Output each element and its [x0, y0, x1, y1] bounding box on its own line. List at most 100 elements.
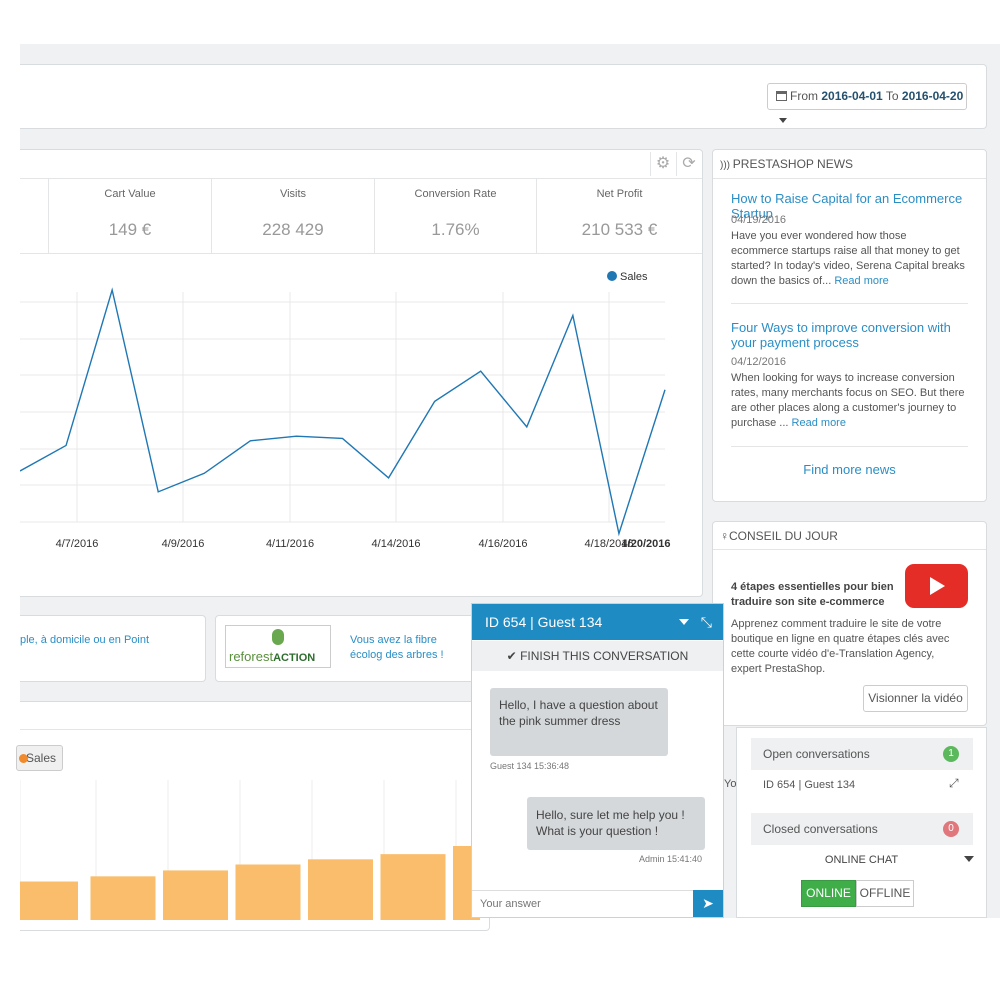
partial-text: Yo	[724, 778, 737, 790]
answer-input[interactable]	[472, 890, 693, 917]
kpi-conversion-rate[interactable]: Conversion Rate 1.76%	[374, 179, 536, 253]
bar	[20, 881, 78, 920]
open-conversations-label: Open conversations	[763, 747, 870, 761]
news-item-title[interactable]: How to Raise Capital for an Ecommerce St…	[731, 191, 963, 221]
kpi-value: 1.76%	[431, 220, 480, 239]
divider	[20, 729, 489, 730]
read-more-link[interactable]: Read more	[791, 417, 846, 429]
tip-title: CONSEIL DU JOUR	[729, 529, 838, 543]
x-tick-label: 4/11/2016	[266, 538, 314, 550]
closed-count-badge: 0	[943, 821, 959, 837]
x-tick-label: 4/9/2016	[162, 538, 205, 550]
guest-message: Hello, I have a question about the pink …	[490, 688, 668, 756]
kpi-cart-value[interactable]: Cart Value 149 €	[48, 179, 211, 253]
finish-conversation-button[interactable]: ✔ FINISH THIS CONVERSATION	[472, 641, 723, 671]
news-item-date: 04/12/2016	[731, 356, 787, 368]
youtube-icon[interactable]	[905, 564, 968, 608]
rss-icon: )))	[720, 160, 733, 171]
divider	[731, 303, 968, 304]
from-label: From	[790, 89, 818, 103]
promo-box	[20, 615, 206, 682]
x-tick-label: 4/7/2016	[56, 538, 99, 550]
kpi-value: 149 €	[108, 220, 152, 239]
online-chat-label: ONLINE CHAT	[824, 854, 899, 866]
news-item-date: 04/19/2016	[731, 214, 787, 226]
kpi-value: 228 429	[262, 220, 324, 239]
finish-label: FINISH THIS CONVERSATION	[520, 649, 689, 663]
logo-part-a: reforest	[229, 649, 274, 664]
reforestaction-logo[interactable]: reforestACTION	[225, 625, 331, 668]
caret-down-icon	[779, 118, 787, 123]
legend-label: Sales	[25, 751, 56, 765]
chat-window: ID 654 | Guest 134 ⤡ ✔ FINISH THIS CONVE…	[471, 603, 724, 918]
prestashop-news-panel	[712, 149, 987, 502]
logo-text: reforestACTION	[229, 649, 315, 664]
bar	[308, 859, 373, 920]
watch-video-button[interactable]: Visionner la vidéo	[863, 685, 968, 712]
kpi-label: Cart Value	[104, 188, 156, 200]
open-count-badge: 1	[943, 746, 959, 762]
tip-headline: 4 étapes essentielles pour bien traduire…	[731, 581, 894, 608]
chevron-down-icon[interactable]	[964, 856, 974, 862]
expand-icon[interactable]: ⤢	[949, 776, 959, 790]
sales-line	[20, 287, 666, 537]
news-item-text: Have you ever wondered how those ecommer…	[731, 229, 966, 289]
kpi-visits[interactable]: Visits 228 429	[211, 179, 374, 253]
admin-message: Hello, sure let me help you ! What is yo…	[527, 797, 705, 850]
online-toggle[interactable]: ONLINE	[801, 880, 856, 907]
from-date: 2016-04-01	[821, 89, 883, 103]
chat-header: ID 654 | Guest 134 ⤡	[472, 604, 723, 640]
answer-field[interactable]	[472, 891, 682, 917]
tip-text: Apprenez comment traduire le site de vot…	[731, 618, 950, 675]
news-item-text: When looking for ways to increase conver…	[731, 371, 966, 431]
bar	[235, 864, 301, 920]
x-tick-label: 4/16/2016	[479, 538, 528, 550]
kpi-label: Conversion Rate	[414, 188, 497, 200]
sales-legend-button[interactable]: Sales	[16, 745, 63, 771]
x-tick-label: 4/20/2016	[622, 538, 671, 550]
divider	[731, 446, 968, 447]
message-meta: Admin 15:41:40	[639, 854, 703, 864]
find-more-news-link[interactable]: Find more news	[803, 462, 896, 477]
refresh-icon[interactable]: ⟳	[676, 152, 701, 176]
lightbulb-icon: ♀	[720, 529, 729, 543]
kpi-net-profit[interactable]: Net Profit 210 533 €	[536, 179, 702, 253]
promo-text[interactable]: Vous avez la fibre écolog des arbres !	[350, 634, 444, 661]
to-date: 2016-04-20	[901, 89, 964, 103]
date-range-button[interactable]: From 2016-04-01 To 2016-04-20	[767, 83, 967, 123]
chevron-down-icon[interactable]	[679, 619, 689, 625]
kpi-value: 210 533 €	[581, 220, 658, 239]
to-label: To	[885, 89, 899, 103]
bar	[163, 870, 228, 920]
divider	[20, 178, 702, 179]
calendar-icon	[776, 91, 787, 101]
tree-icon	[272, 629, 284, 645]
send-icon[interactable]: ➤	[693, 890, 723, 917]
bar	[90, 876, 156, 920]
x-tick-label: 4/18/2016	[585, 538, 634, 550]
check-icon: ✔	[506, 649, 521, 663]
play-icon	[930, 577, 945, 595]
read-more-link[interactable]: Read more	[834, 275, 889, 287]
bar	[380, 854, 446, 920]
divider	[713, 178, 986, 179]
kpi-label: Visits	[279, 188, 307, 200]
open-conversation-item[interactable]: ID 654 | Guest 134	[763, 779, 856, 791]
news-title: PRESTASHOP NEWS	[732, 157, 854, 171]
open-conversations-row[interactable]: Open conversations 1	[751, 738, 973, 770]
chat-title: ID 654 | Guest 134	[485, 614, 603, 630]
message-meta: Guest 134 15:36:48	[490, 761, 570, 771]
minimize-icon[interactable]: ⤡	[700, 614, 712, 630]
closed-conversations-row[interactable]: Closed conversations 0	[751, 813, 973, 845]
gear-icon[interactable]: ⚙	[650, 152, 675, 176]
legend-dot	[607, 271, 617, 281]
sales-bar-chart	[20, 780, 480, 920]
news-item-body: Have you ever wondered how those ecommer…	[731, 230, 965, 287]
promo-text[interactable]: ple, à domicile ou en Point	[20, 634, 150, 646]
legend-label: Sales	[620, 271, 648, 283]
offline-toggle[interactable]: OFFLINE	[856, 880, 914, 907]
divider	[20, 253, 702, 254]
news-item-title[interactable]: Four Ways to improve conversion with you…	[731, 320, 951, 350]
tip-header: ♀CONSEIL DU JOUR	[720, 529, 838, 543]
closed-conversations-label: Closed conversations	[763, 822, 878, 836]
